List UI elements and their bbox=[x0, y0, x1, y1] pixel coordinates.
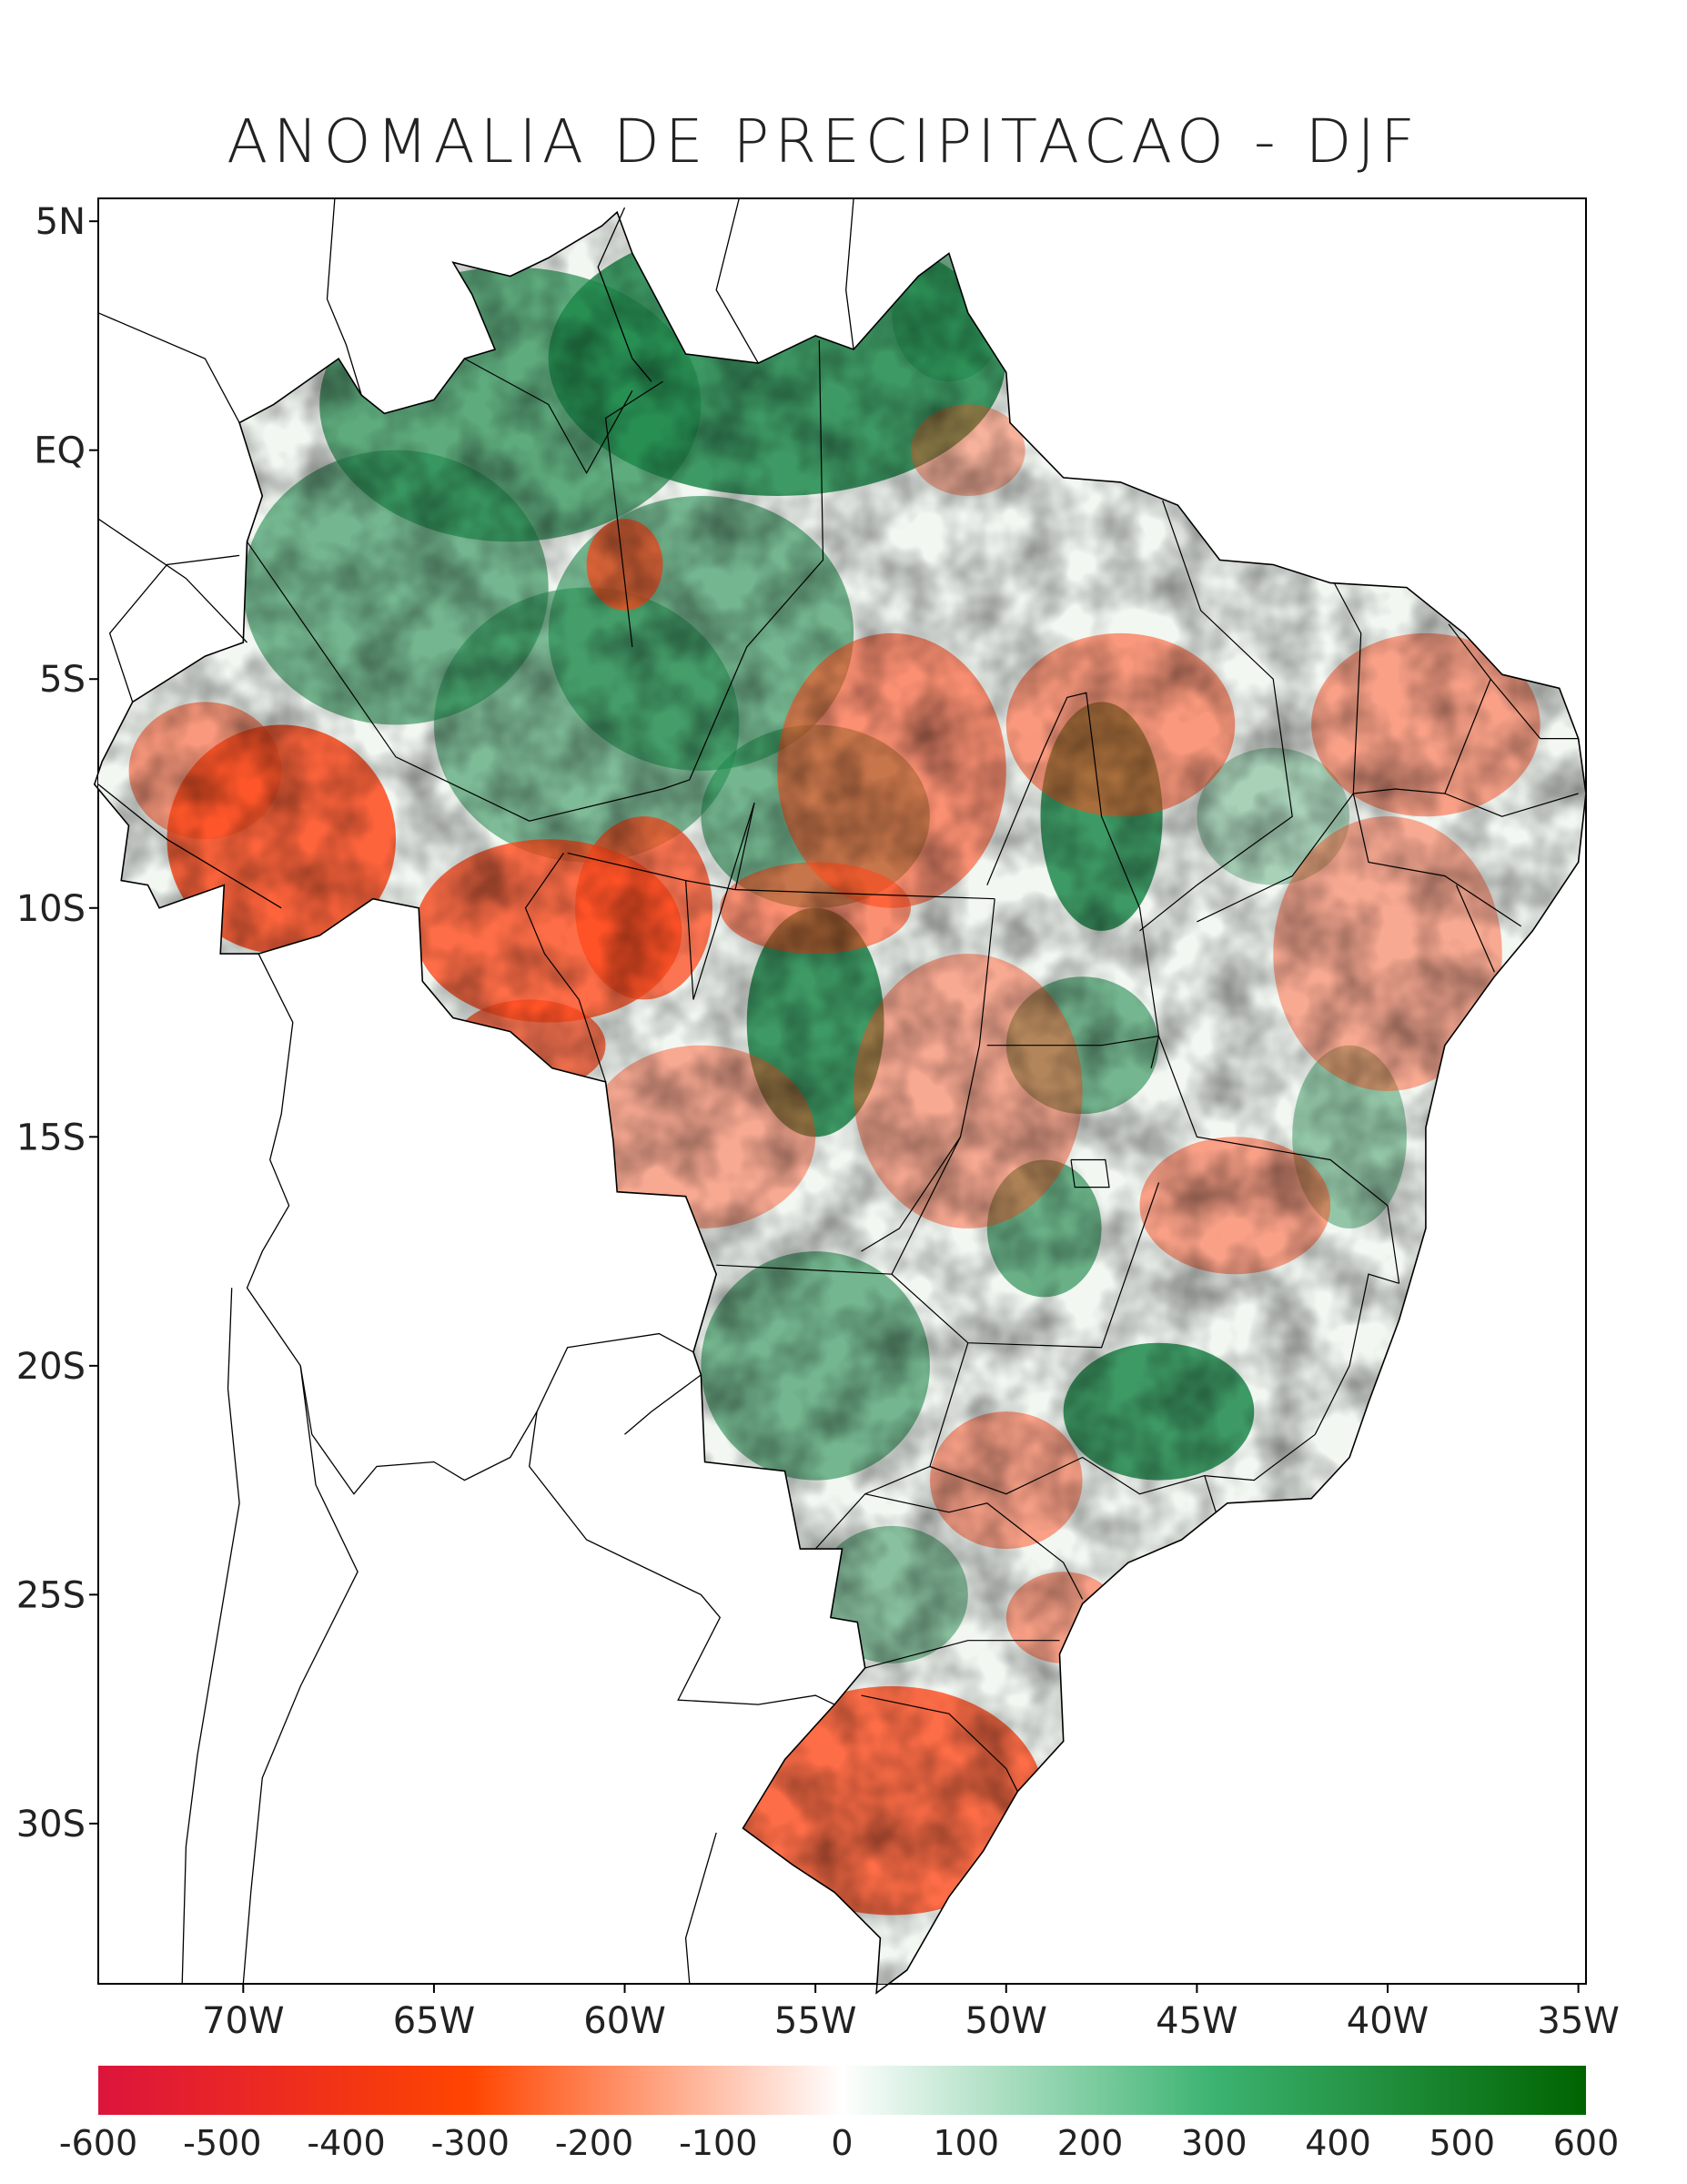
y-tick-label: 15S bbox=[16, 1117, 86, 1158]
x-tick-label: 35W bbox=[1537, 2000, 1619, 2042]
colorbar-label: -100 bbox=[679, 2123, 757, 2163]
colorbar-label: -400 bbox=[307, 2123, 385, 2163]
y-tick-label: 10S bbox=[16, 888, 86, 930]
y-tick-label: 5N bbox=[35, 201, 86, 243]
colorbar-label: -600 bbox=[59, 2123, 137, 2163]
x-tick-label: 60W bbox=[583, 2000, 665, 2042]
x-axis: 70W 65W 60W 55W 50W 45W 40W 35W bbox=[202, 1984, 1620, 2042]
x-tick-label: 70W bbox=[202, 2000, 284, 2042]
y-tick-label: EQ bbox=[34, 430, 86, 472]
colorbar-label: 300 bbox=[1181, 2123, 1248, 2163]
colorbar-label: 400 bbox=[1305, 2123, 1371, 2163]
y-tick-label: 5S bbox=[39, 659, 86, 701]
state-borders bbox=[247, 339, 1579, 1792]
x-tick-label: 50W bbox=[965, 2000, 1047, 2042]
x-tick-label: 40W bbox=[1347, 2000, 1429, 2042]
x-tick-label: 55W bbox=[774, 2000, 856, 2042]
country-borders bbox=[97, 197, 854, 1985]
colorbar-labels: -600 -500 -400 -300 -200 -100 0 100 200 300 400 500… bbox=[59, 2123, 1619, 2163]
y-tick-label: 20S bbox=[16, 1346, 86, 1388]
colorbar-label: 0 bbox=[831, 2123, 853, 2163]
colorbar-label: 500 bbox=[1429, 2123, 1495, 2163]
y-axis: 5N EQ 5S 10S 15S 20S 25S 30S bbox=[16, 201, 98, 1845]
map-title: ANOMALIA DE PRECIPITACAO - DJF bbox=[227, 106, 1420, 177]
y-tick-label: 30S bbox=[16, 1804, 86, 1845]
colorbar bbox=[98, 2066, 1586, 2115]
y-tick-label: 25S bbox=[16, 1574, 86, 1616]
colorbar-label: -200 bbox=[555, 2123, 633, 2163]
colorbar-label: 100 bbox=[933, 2123, 999, 2163]
colorbar-label: -300 bbox=[431, 2123, 510, 2163]
colorbar-label: -500 bbox=[183, 2123, 261, 2163]
colorbar-label: 200 bbox=[1057, 2123, 1124, 2163]
brazil-outline bbox=[93, 210, 1587, 1995]
colorbar-label: 600 bbox=[1553, 2123, 1620, 2163]
x-tick-label: 45W bbox=[1156, 2000, 1237, 2042]
x-tick-label: 65W bbox=[393, 2000, 475, 2042]
